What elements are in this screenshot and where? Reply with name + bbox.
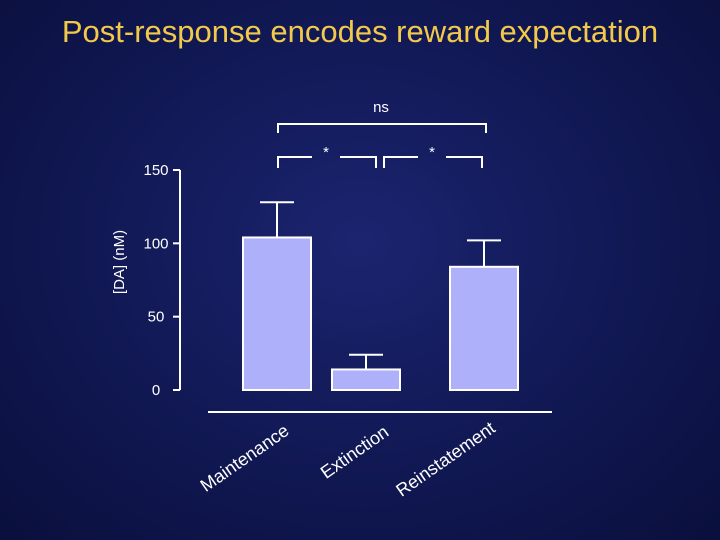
category-label-extinction: Extinction [317, 422, 392, 483]
y-tick-label: 50 [148, 309, 165, 326]
left-star-label: * [323, 144, 329, 161]
bar-reinstatement [449, 265, 519, 391]
y-tick-label: 0 [152, 382, 160, 399]
y-tick-label: 100 [143, 235, 168, 252]
category-label-maintenance: Maintenance [197, 420, 293, 496]
chart-title: Post-response encodes reward expectation [61, 14, 659, 49]
y-axis-label: [DA] (nM) [111, 230, 128, 294]
right-star-bracket [383, 156, 483, 168]
y-tick-label: 150 [143, 162, 168, 179]
left-star-bracket [277, 156, 377, 168]
ns-label: ns [373, 99, 389, 116]
ns-bracket [277, 123, 487, 133]
bar-extinction [331, 368, 401, 392]
right-star-label: * [429, 144, 435, 161]
bar-maintenance [242, 236, 312, 391]
category-label-reinstatement: Reinstatement [392, 418, 499, 501]
